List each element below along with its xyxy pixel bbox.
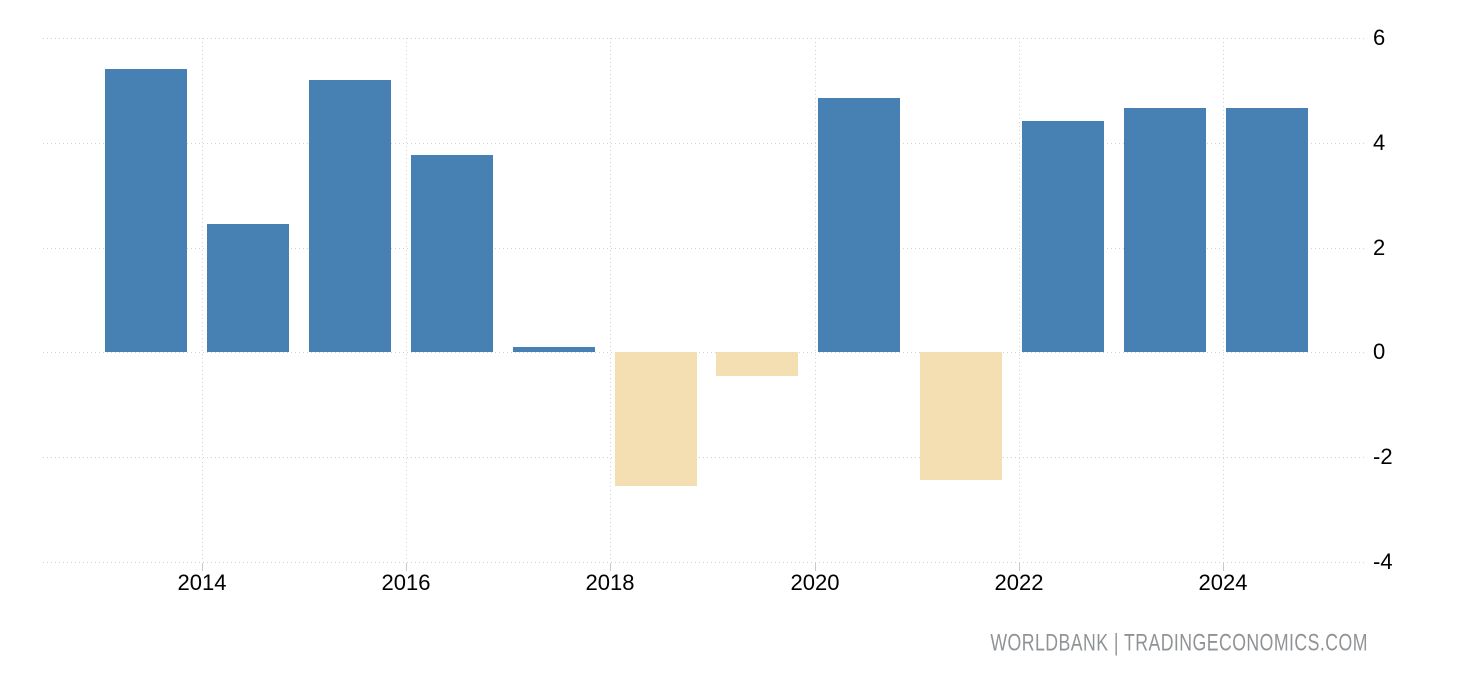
bar-2013[interactable] bbox=[105, 69, 187, 352]
y-axis-label--2: -2 bbox=[1373, 444, 1393, 469]
bar-2019[interactable] bbox=[716, 352, 798, 376]
x-axis-tick-2014 bbox=[202, 563, 203, 571]
gridline-y-2 bbox=[43, 248, 1367, 249]
bar-2018[interactable] bbox=[615, 352, 697, 486]
gridline-x-2018 bbox=[610, 38, 611, 562]
y-axis-label-0: 0 bbox=[1373, 339, 1386, 364]
y-axis-label-4: 4 bbox=[1373, 130, 1386, 155]
gridline-y-4 bbox=[43, 143, 1367, 144]
x-axis-tick-2022 bbox=[1019, 563, 1020, 571]
gridline-y--2 bbox=[43, 457, 1367, 458]
x-axis-label-2014: 2014 bbox=[177, 570, 227, 595]
x-axis-label-2020: 2020 bbox=[790, 570, 840, 595]
y-axis-label-6: 6 bbox=[1373, 25, 1386, 50]
x-axis-label-2016: 2016 bbox=[381, 570, 431, 595]
x-axis-tick-2018 bbox=[610, 563, 611, 571]
gridline-x-2020 bbox=[815, 38, 816, 562]
gridline-y-6 bbox=[43, 38, 1367, 39]
bar-2021[interactable] bbox=[920, 352, 1002, 480]
bar-2020[interactable] bbox=[818, 98, 900, 352]
bar-2023[interactable] bbox=[1124, 108, 1206, 352]
gridline-x-2016 bbox=[406, 38, 407, 562]
x-axis-label-2018: 2018 bbox=[585, 570, 635, 595]
watermark-text: WORLDBANK | TRADINGECONOMICS.COM bbox=[990, 630, 1368, 657]
gridline-x-2022 bbox=[1019, 38, 1020, 562]
bar-2015[interactable] bbox=[309, 80, 391, 352]
bar-2016[interactable] bbox=[411, 155, 493, 352]
gridline-y--4 bbox=[43, 562, 1367, 563]
x-axis-tick-2016 bbox=[406, 563, 407, 571]
x-axis-label-2022: 2022 bbox=[994, 570, 1044, 595]
bar-2024[interactable] bbox=[1226, 108, 1308, 352]
x-axis-label-2024: 2024 bbox=[1198, 570, 1248, 595]
bar-2022[interactable] bbox=[1022, 121, 1104, 352]
x-axis-tick-2020 bbox=[815, 563, 816, 571]
watermark: WORLDBANK | TRADINGECONOMICS.COM bbox=[962, 630, 1368, 657]
gridline-x-2014 bbox=[202, 38, 203, 562]
bar-2014[interactable] bbox=[207, 224, 289, 352]
bar-2017[interactable] bbox=[513, 347, 595, 352]
x-axis-tick-2024 bbox=[1223, 563, 1224, 571]
y-axis-label--4: -4 bbox=[1373, 549, 1393, 574]
gridline-y-0 bbox=[43, 352, 1367, 353]
gridline-x-2024 bbox=[1223, 38, 1224, 562]
y-axis-label-2: 2 bbox=[1373, 235, 1386, 260]
